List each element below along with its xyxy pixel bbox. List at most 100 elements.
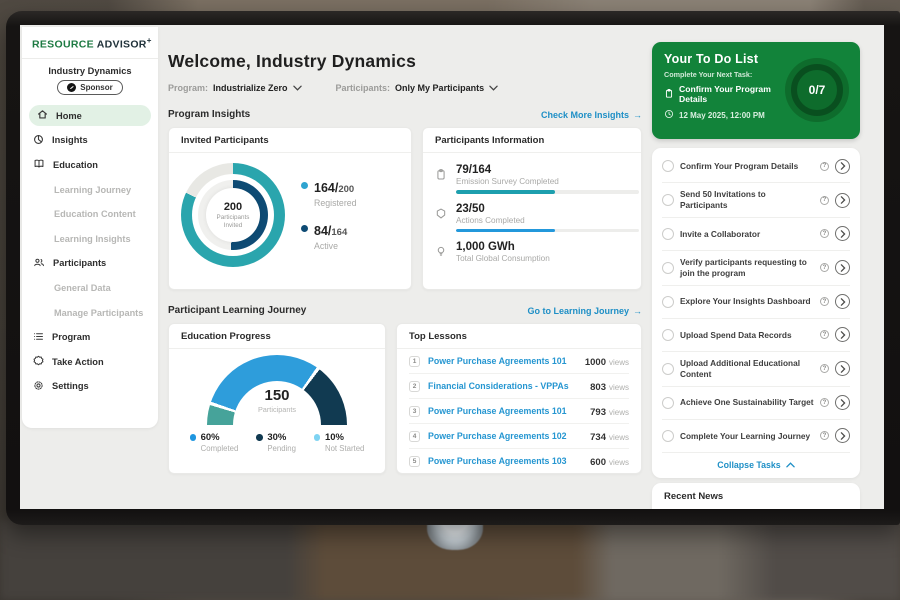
task-checkbox[interactable] bbox=[662, 227, 674, 240]
invited-total: 200 bbox=[223, 200, 243, 213]
sidebar-item-settings[interactable]: Settings bbox=[22, 374, 158, 399]
lesson-link[interactable]: Power Purchase Agreements 102 bbox=[428, 431, 567, 441]
gauge-participants-label: Participants bbox=[257, 405, 297, 414]
lesson-rank: 5 bbox=[409, 455, 420, 467]
invited-total-label: Participants Invited bbox=[216, 213, 250, 229]
program-filter[interactable]: Program: Industrialize Zero bbox=[168, 83, 302, 93]
task-checkbox[interactable] bbox=[662, 396, 674, 409]
legend-registered: 164/200 Registered bbox=[301, 179, 357, 208]
task-go-button[interactable] bbox=[835, 327, 850, 343]
help-icon[interactable]: ? bbox=[820, 431, 829, 441]
sidebar-item-insights[interactable]: Insights bbox=[22, 128, 158, 153]
gauge-legend: 60% Completed 30% Pending 10% Not Starte… bbox=[181, 432, 373, 453]
task-checkbox[interactable] bbox=[662, 160, 674, 173]
actions-progress-bar bbox=[456, 228, 639, 232]
sidebar-item-learning-insights[interactable]: Learning Insights bbox=[22, 226, 158, 251]
participants-filter-value: Only My Participants bbox=[395, 83, 485, 93]
registered-donut-ring: 200 Participants Invited bbox=[181, 163, 285, 267]
lesson-rank: 3 bbox=[409, 405, 420, 417]
sidebar-item-program[interactable]: Program bbox=[22, 325, 158, 350]
lesson-link[interactable]: Power Purchase Agreements 101 bbox=[428, 356, 567, 366]
sidebar-item-label: Learning Insights bbox=[54, 233, 131, 244]
action-icon bbox=[33, 355, 44, 368]
check-more-insights-link[interactable]: Check More Insights → bbox=[540, 109, 642, 120]
task-checkbox[interactable] bbox=[662, 429, 674, 442]
org-name: Industry Dynamics bbox=[48, 65, 132, 76]
todo-progress-count: 0/7 bbox=[808, 83, 826, 97]
education-progress-card: Education Progress 150 Participants bbox=[168, 323, 386, 474]
card-title: Invited Participants bbox=[169, 128, 411, 153]
education-progress-gauge: 150 Participants bbox=[207, 355, 347, 425]
sponsor-icon bbox=[67, 82, 77, 92]
task-checkbox[interactable] bbox=[662, 362, 674, 375]
lesson-rank: 1 bbox=[409, 355, 420, 367]
legend-dot-registered bbox=[301, 182, 308, 189]
task-go-button[interactable] bbox=[835, 428, 850, 444]
page-title: Welcome, Industry Dynamics bbox=[168, 51, 417, 71]
task-go-button[interactable] bbox=[835, 192, 850, 208]
task-checkbox[interactable] bbox=[662, 194, 674, 206]
sidebar-nav: Home Insights Education Learning Journey… bbox=[22, 104, 158, 399]
list-icon bbox=[33, 331, 44, 344]
todo-summary-card: Your To Do List Complete Your Next Task:… bbox=[652, 42, 860, 139]
participants-filter[interactable]: Participants: Only My Participants bbox=[336, 83, 499, 93]
home-icon bbox=[37, 109, 48, 122]
participants-information-card: Participants Information 79/164 Emission… bbox=[422, 127, 642, 290]
sidebar-item-learning-journey[interactable]: Learning Journey bbox=[22, 177, 158, 202]
help-icon[interactable]: ? bbox=[820, 229, 829, 239]
lesson-link[interactable]: Power Purchase Agreements 103 bbox=[428, 456, 567, 466]
task-go-button[interactable] bbox=[835, 260, 850, 276]
todo-progress-ring: 0/7 bbox=[785, 58, 849, 122]
monitor-bezel: RESOURCE ADVISOR+ Industry Dynamics Spon… bbox=[6, 11, 900, 525]
sidebar-item-take-action[interactable]: Take Action bbox=[22, 349, 158, 374]
task-go-button[interactable] bbox=[835, 361, 850, 377]
legend-active: 84/164 Active bbox=[301, 222, 357, 251]
gauge-participants-count: 150 bbox=[264, 387, 290, 404]
main-content: Welcome, Industry Dynamics Program: Indu… bbox=[168, 25, 642, 474]
help-icon[interactable]: ? bbox=[820, 398, 829, 408]
sidebar-item-label: Take Action bbox=[52, 356, 104, 367]
sidebar-item-home[interactable]: Home bbox=[29, 105, 151, 127]
sidebar-item-participants[interactable]: Participants bbox=[22, 251, 158, 276]
lesson-row: 2 Financial Considerations - VPPAs 803 vi… bbox=[409, 374, 629, 399]
task-go-button[interactable] bbox=[835, 158, 850, 174]
task-checkbox[interactable] bbox=[662, 328, 674, 341]
actions-completed-stat: 23/50 Actions Completed bbox=[435, 198, 639, 237]
sidebar-item-general-data[interactable]: General Data bbox=[22, 276, 158, 301]
lesson-link[interactable]: Financial Considerations - VPPAs bbox=[428, 381, 569, 391]
sidebar-item-education[interactable]: Education bbox=[22, 153, 158, 178]
task-go-button[interactable] bbox=[835, 294, 850, 310]
help-icon[interactable]: ? bbox=[820, 297, 829, 307]
help-icon[interactable]: ? bbox=[820, 364, 829, 374]
active-donut-ring: 200 Participants Invited bbox=[198, 180, 268, 250]
legend-not-started: 10% Not Started bbox=[313, 432, 364, 453]
task-go-button[interactable] bbox=[835, 226, 850, 242]
task-row: Invite a Collaborator ? bbox=[662, 218, 850, 251]
sidebar-item-label: General Data bbox=[54, 282, 111, 293]
task-checkbox[interactable] bbox=[662, 261, 674, 274]
lesson-link[interactable]: Power Purchase Agreements 101 bbox=[428, 406, 567, 416]
lesson-row: 1 Power Purchase Agreements 101 1000 view… bbox=[409, 349, 629, 374]
lesson-row: 5 Power Purchase Agreements 103 600 views bbox=[409, 449, 629, 473]
help-icon[interactable]: ? bbox=[820, 161, 829, 171]
collapse-tasks-link[interactable]: Collapse Tasks bbox=[662, 453, 850, 476]
lesson-rank: 4 bbox=[409, 430, 420, 442]
task-go-button[interactable] bbox=[835, 395, 850, 411]
help-icon[interactable]: ? bbox=[820, 263, 829, 273]
sidebar: RESOURCE ADVISOR+ Industry Dynamics Spon… bbox=[22, 27, 158, 428]
dashboard-screen: RESOURCE ADVISOR+ Industry Dynamics Spon… bbox=[20, 25, 884, 509]
clipboard-icon bbox=[664, 88, 674, 101]
task-checkbox[interactable] bbox=[662, 295, 674, 308]
sidebar-item-label: Education bbox=[53, 159, 98, 170]
card-title: Participants Information bbox=[423, 128, 641, 153]
gear-icon bbox=[33, 380, 44, 393]
help-icon[interactable]: ? bbox=[820, 195, 829, 205]
card-title: Top Lessons bbox=[397, 324, 641, 349]
help-icon[interactable]: ? bbox=[820, 330, 829, 340]
sidebar-item-label: Manage Participants bbox=[54, 307, 144, 318]
sidebar-item-education-content[interactable]: Education Content bbox=[22, 202, 158, 227]
sidebar-item-manage-participants[interactable]: Manage Participants bbox=[22, 300, 158, 325]
task-row: Verify participants requesting to join t… bbox=[662, 251, 850, 286]
filter-bar: Program: Industrialize Zero Participants… bbox=[168, 83, 642, 93]
go-to-learning-journey-link[interactable]: Go to Learning Journey → bbox=[527, 305, 642, 316]
